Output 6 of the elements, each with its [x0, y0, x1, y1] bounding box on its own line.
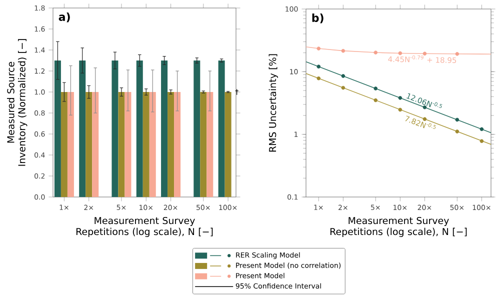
y-axis-title: RMS Uncertainty [%]: [268, 54, 278, 152]
x-axis-title: Measurement Survey Repetitions (log scale), N [−]: [76, 216, 213, 237]
x-axis-title: Measurement Survey Repetitions (log scale), N [−]: [330, 216, 467, 237]
chart-title: a): [58, 12, 70, 22]
y-axis-title: Measured Source Inventory (Normalized) [−]: [7, 39, 28, 166]
chart-title: b): [312, 13, 324, 24]
